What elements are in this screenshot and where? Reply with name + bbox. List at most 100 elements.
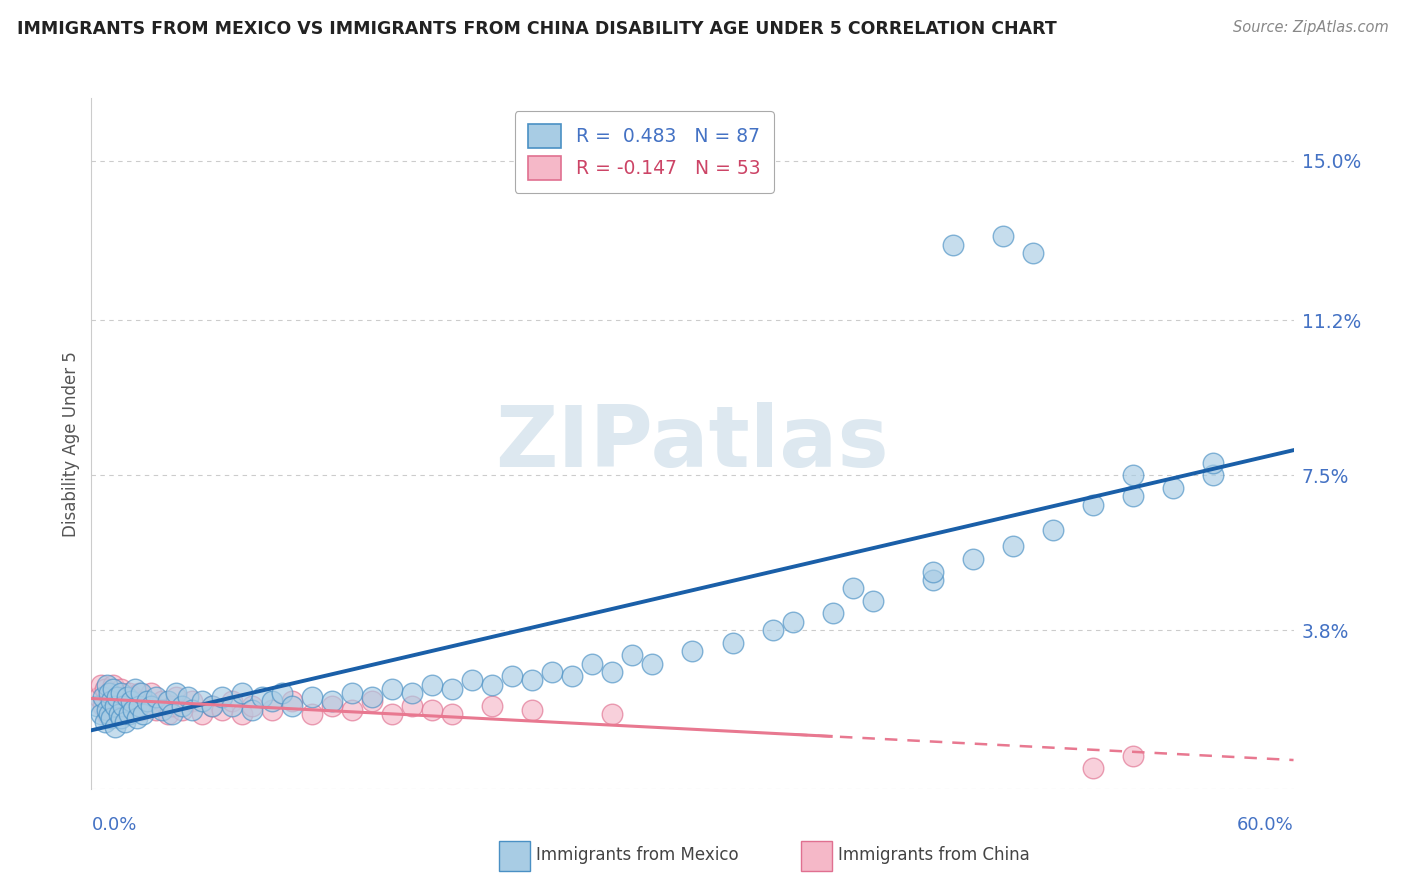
Point	[160, 698, 183, 713]
Point	[110, 711, 132, 725]
Point	[108, 698, 131, 713]
Point	[180, 703, 202, 717]
Point	[1083, 762, 1105, 776]
Point	[1083, 498, 1105, 512]
Point	[260, 694, 283, 708]
Point	[321, 698, 343, 713]
Point	[1122, 489, 1144, 503]
Point	[103, 678, 125, 692]
Point	[112, 706, 135, 721]
Point	[131, 686, 153, 700]
Point	[110, 686, 132, 700]
Point	[118, 686, 141, 700]
Point	[762, 624, 785, 638]
Point	[841, 582, 863, 596]
Point	[1022, 246, 1045, 260]
Point	[942, 237, 965, 252]
Point	[93, 690, 115, 705]
Point	[381, 681, 404, 696]
Point	[122, 703, 145, 717]
Point	[461, 673, 484, 688]
Point	[481, 698, 503, 713]
Point	[145, 703, 167, 717]
Point	[270, 686, 292, 700]
Point	[301, 690, 323, 705]
Point	[340, 703, 363, 717]
Point	[93, 698, 115, 713]
Point	[501, 669, 523, 683]
Point	[170, 703, 193, 717]
Point	[131, 703, 153, 717]
Point	[98, 706, 121, 721]
Text: IMMIGRANTS FROM MEXICO VS IMMIGRANTS FROM CHINA DISABILITY AGE UNDER 5 CORRELATI: IMMIGRANTS FROM MEXICO VS IMMIGRANTS FRO…	[17, 20, 1057, 37]
Point	[104, 720, 127, 734]
Point	[231, 706, 253, 721]
Point	[420, 678, 443, 692]
Point	[156, 694, 179, 708]
Point	[98, 690, 121, 705]
Point	[114, 690, 136, 705]
Point	[112, 698, 135, 713]
Point	[581, 657, 603, 671]
Point	[681, 644, 703, 658]
Point	[260, 703, 283, 717]
Point	[96, 703, 118, 717]
Point	[821, 607, 844, 621]
Point	[602, 665, 624, 679]
Point	[136, 694, 159, 708]
Point	[176, 690, 198, 705]
Point	[103, 681, 125, 696]
Point	[89, 690, 111, 705]
Point	[107, 690, 129, 705]
Point	[124, 681, 146, 696]
Point	[128, 698, 150, 713]
Point	[121, 694, 143, 708]
Text: Source: ZipAtlas.com: Source: ZipAtlas.com	[1233, 20, 1389, 35]
Point	[104, 698, 127, 713]
Point	[240, 703, 263, 717]
Point	[201, 698, 224, 713]
Point	[1122, 748, 1144, 763]
Point	[962, 552, 984, 566]
Point	[165, 686, 187, 700]
Point	[1001, 540, 1024, 554]
Point	[180, 694, 202, 708]
Point	[360, 690, 382, 705]
Point	[165, 690, 187, 705]
Point	[86, 698, 108, 713]
Point	[132, 694, 155, 708]
Point	[862, 594, 884, 608]
Point	[211, 690, 233, 705]
Point	[94, 715, 117, 730]
Point	[250, 690, 273, 705]
Point	[1202, 456, 1225, 470]
Point	[114, 715, 136, 730]
Point	[1202, 468, 1225, 483]
Point	[150, 703, 173, 717]
Point	[94, 681, 117, 696]
Point	[440, 681, 463, 696]
Text: Immigrants from China: Immigrants from China	[838, 846, 1029, 863]
Point	[104, 706, 127, 721]
Point	[1163, 481, 1185, 495]
Point	[401, 698, 423, 713]
Point	[100, 694, 122, 708]
Point	[340, 686, 363, 700]
Point	[281, 694, 304, 708]
Point	[1042, 523, 1064, 537]
Point	[401, 686, 423, 700]
Point	[156, 706, 179, 721]
Point	[160, 706, 183, 721]
Point	[360, 694, 382, 708]
Text: Immigrants from Mexico: Immigrants from Mexico	[536, 846, 738, 863]
Point	[321, 694, 343, 708]
Point	[98, 686, 121, 700]
Point	[221, 698, 243, 713]
Point	[90, 678, 112, 692]
Legend: R =  0.483   N = 87, R = -0.147   N = 53: R = 0.483 N = 87, R = -0.147 N = 53	[515, 111, 775, 193]
Point	[117, 690, 139, 705]
Point	[301, 706, 323, 721]
Point	[991, 229, 1014, 244]
Point	[240, 698, 263, 713]
Point	[132, 706, 155, 721]
